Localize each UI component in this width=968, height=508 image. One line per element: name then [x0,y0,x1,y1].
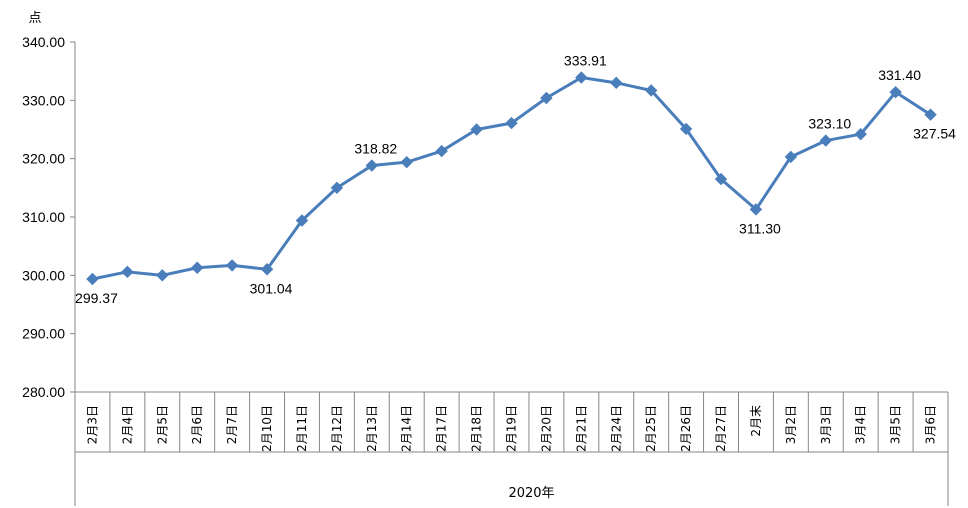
data-label: 327.54 [913,126,956,142]
x-category-label: 3月3日 [819,405,833,444]
data-label: 331.40 [878,67,921,83]
x-category-label: 2月6日 [190,405,204,444]
data-point-marker [610,76,623,90]
data-point-marker [470,123,483,136]
series-line [86,71,937,286]
data-point-marker [679,122,693,136]
data-label: 323.10 [808,116,851,132]
x-category-label: 2月18日 [470,405,484,452]
data-point-marker [400,155,413,169]
data-point-marker [260,263,274,276]
x-category-label: 2月4日 [120,405,134,444]
data-point-marker [784,150,798,164]
x-category-label: 2月7日 [225,405,239,444]
data-point-marker [86,272,99,286]
x-category-label: 2月21日 [574,405,588,452]
data-label: 299.37 [75,290,118,306]
y-tick-label: 300.00 [22,267,65,283]
x-category-label: 2月12日 [330,405,344,452]
x-category-label: 2月末 [749,405,763,437]
x-category-label: 3月5日 [889,405,903,444]
x-category-label: 3月4日 [854,405,868,444]
data-label: 333.91 [564,53,607,69]
data-point-marker [330,181,344,195]
data-point-marker [714,172,728,186]
data-label: 301.04 [250,280,293,296]
y-tick-labels: 280.00 290.00 300.00 310.00 320.00 330.00 340.… [22,34,75,400]
axes [74,42,949,506]
x-category-label: 2月11日 [295,405,309,452]
x-category-label: 2月25日 [644,405,658,452]
data-point-marker [889,85,902,99]
data-label: 318.82 [354,141,397,157]
data-point-marker [854,127,867,141]
data-point-marker [644,84,658,97]
data-point-marker [924,108,937,121]
x-category-label: 2月14日 [400,405,414,452]
data-point-marker [819,134,832,147]
y-tick-label: 290.00 [22,326,65,342]
data-point-marker [435,144,448,158]
x-category-labels: 2月3日 2月4日 2月5日 2月6日 2月7日 2月10日 2月11日 2月12日 2月13日… [85,405,937,452]
x-category-label: 2月3日 [85,405,99,444]
data-point-marker [749,203,763,216]
x-category-label: 2月24日 [609,405,623,452]
data-point-marker [575,71,588,84]
x-category-label: 2月5日 [155,405,169,444]
y-tick-label: 340.00 [22,34,65,50]
data-point-marker [121,265,134,279]
data-point-marker [505,116,518,130]
data-labels: 299.37 301.04 318.82 333.91 311.30 323.10 331.… [75,53,956,306]
x-category-label: 2月19日 [505,405,519,452]
x-category-label: 3月6日 [924,405,938,444]
x-category-label: 2月20日 [539,405,553,452]
y-axis-unit: 点 [28,11,41,26]
x-category-label: 2月13日 [365,405,379,452]
data-point-marker [295,214,309,227]
x-category-label: 3月2日 [784,405,798,444]
data-point-marker [191,261,204,274]
y-tick-label: 330.00 [22,92,65,108]
x-category-label: 2月26日 [679,405,693,452]
y-tick-label: 320.00 [22,151,65,167]
data-point-marker [156,269,169,282]
data-point-marker [365,159,379,172]
x-group-label: 2020年 [508,486,554,501]
x-category-label: 2月27日 [714,405,728,452]
y-tick-label: 310.00 [22,209,65,225]
x-category-label: 2月10日 [260,405,274,452]
data-point-marker [540,91,553,105]
data-point-marker [225,259,239,272]
data-label: 311.30 [739,220,781,236]
series-path [92,76,932,281]
x-category-label: 2月17日 [435,405,449,452]
y-tick-label: 280.00 [22,384,65,400]
